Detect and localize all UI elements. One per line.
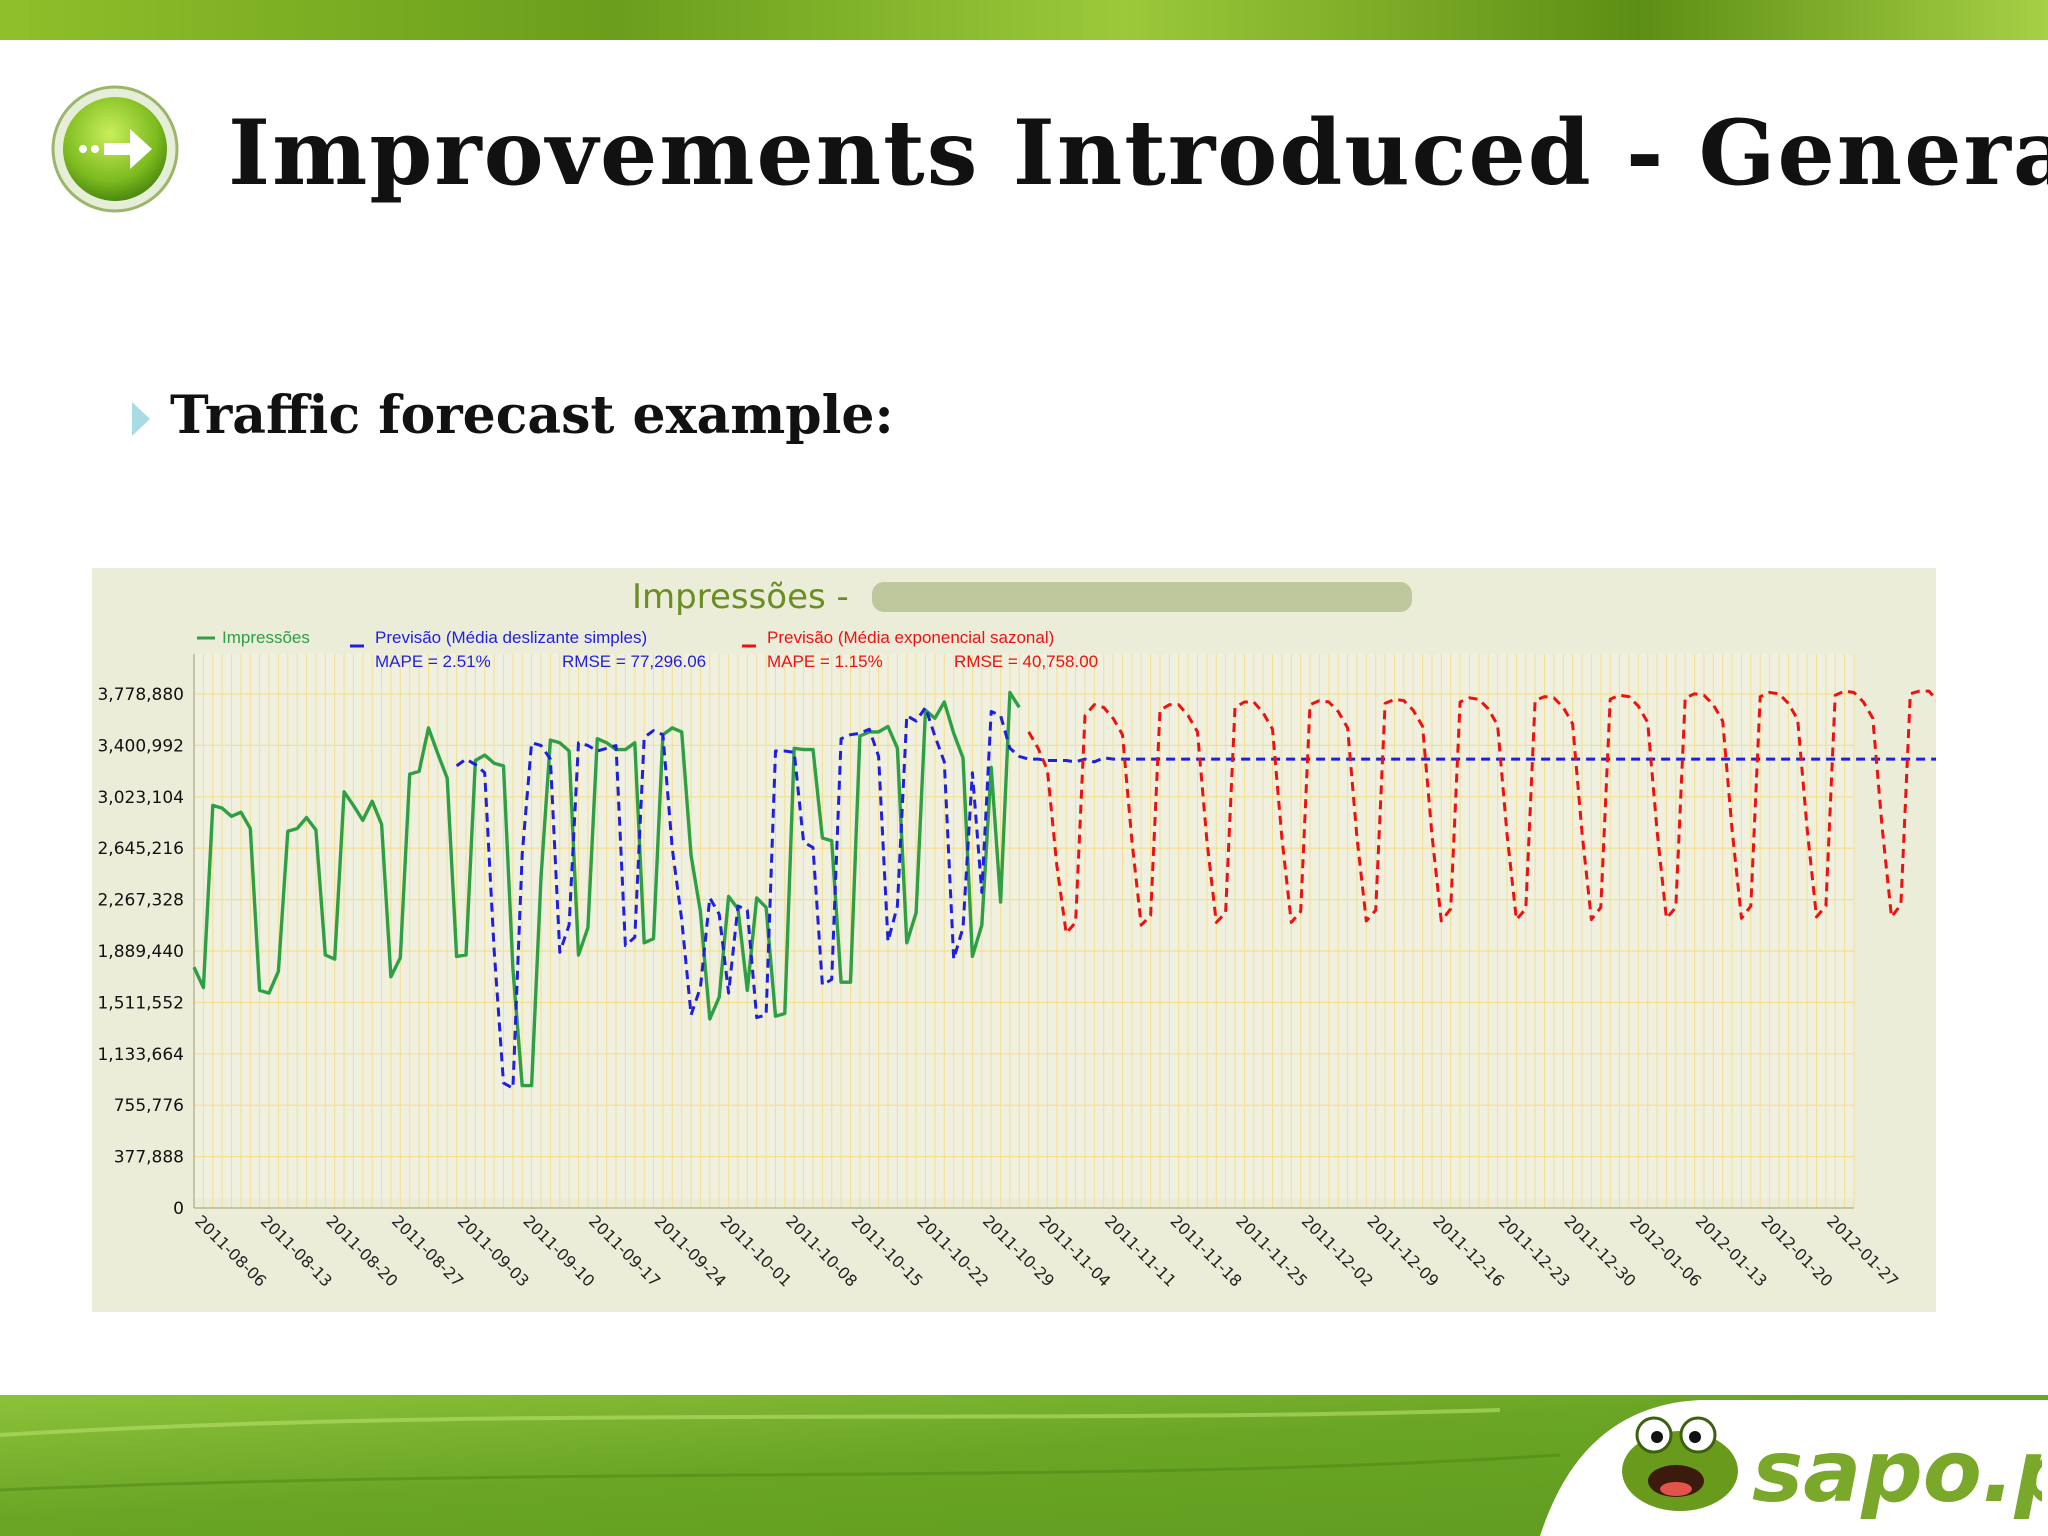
y-tick-label: 2,267,328 xyxy=(97,891,184,911)
arrow-circle-icon xyxy=(51,85,179,213)
plot-area xyxy=(194,654,1854,1198)
redacted-title-blur xyxy=(872,582,1412,612)
y-tick-label: 1,133,664 xyxy=(97,1045,184,1065)
vertical-gridlines xyxy=(193,654,1855,1208)
y-tick-label: 2,645,216 xyxy=(97,839,184,859)
legend-sma: Previsão (Média deslizante simples) xyxy=(375,628,647,647)
sapo-logo: sapo.pt xyxy=(1622,1416,2042,1522)
y-tick-label: 3,023,104 xyxy=(97,788,184,808)
chart-series xyxy=(192,689,2048,1090)
horizontal-gridlines xyxy=(193,654,1854,1209)
y-tick-label: 3,778,880 xyxy=(97,685,184,705)
sapo-logo-text: sapo.pt xyxy=(1752,1422,2042,1522)
bullet-text: Traffic forecast example: xyxy=(170,385,894,446)
series-impressions xyxy=(192,690,1021,1088)
y-tick-label: 0 xyxy=(173,1199,184,1219)
legend-sma-mape: MAPE = 2.51% xyxy=(375,652,491,671)
y-tick-label: 1,889,440 xyxy=(97,942,184,962)
legend-ses-mape: MAPE = 1.15% xyxy=(767,652,883,671)
chart-panel: Impressões - Impressões Previsão (Média … xyxy=(92,568,2048,1312)
legend-impressions: Impressões xyxy=(222,628,310,647)
chart-title: Impressões - xyxy=(632,577,849,617)
bullet-arrow-icon xyxy=(132,402,150,436)
top-decorative-band xyxy=(0,0,2048,40)
legend-ses: Previsão (Média exponencial sazonal) xyxy=(767,628,1054,647)
y-tick-label: 1,511,552 xyxy=(97,993,184,1013)
legend-ses-rmse: RMSE = 40,758.00 xyxy=(954,652,1098,671)
bottom-decorative-band: sapo.pt xyxy=(0,1395,2048,1536)
forecast-chart: Impressões - Impressões Previsão (Média … xyxy=(92,568,2048,1312)
series-ses-forecast xyxy=(1027,689,1940,935)
y-tick-label: 3,400,992 xyxy=(97,736,184,756)
y-axis-ticks: 0 377,888 755,776 1,133,664 1,511,552 1,889,4… xyxy=(97,685,184,1219)
y-tick-label: 377,888 xyxy=(114,1148,184,1168)
y-tick-label: 755,776 xyxy=(114,1096,184,1116)
slide-title: Improvements Introduced - General xyxy=(228,100,2048,206)
chart-legend: Impressões Previsão (Média deslizante si… xyxy=(197,628,1098,671)
legend-sma-rmse: RMSE = 77,296.06 xyxy=(562,652,706,671)
